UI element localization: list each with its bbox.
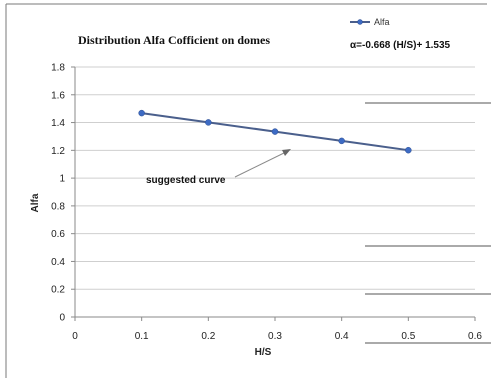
x-tick-label-3: 0.3 (268, 331, 282, 342)
y-tick-label-2: 0.4 (51, 257, 65, 268)
legend-marker (357, 19, 363, 25)
series-alfa (138, 109, 412, 154)
data-point-0-0 (138, 109, 145, 117)
x-tick-label-0: 0 (72, 331, 78, 342)
y-tick-label-3: 0.6 (51, 229, 65, 240)
annotation-arrowhead (282, 149, 291, 156)
data-point-0-3 (338, 137, 345, 145)
legend: Alfa (350, 17, 390, 27)
x-tick-label-1: 0.1 (135, 331, 149, 342)
x-tick-labels: 0 0.1 0.2 0.3 0.4 0.5 0.6 (72, 331, 482, 342)
chart-title: Distribution Alfa Cofficient on domes (78, 33, 270, 47)
y-tick-label-9: 1.8 (51, 63, 65, 74)
regression-equation: α=-0.668 (H/S)+ 1.535 (350, 40, 451, 51)
y-tick-label-0: 0 (59, 313, 65, 324)
y-tick-labels: 0 0.2 0.4 0.6 0.8 1 1.2 1.4 1.6 1.8 (51, 63, 65, 324)
y-tick-label-4: 0.8 (51, 201, 65, 212)
data-point-0-4 (405, 146, 412, 154)
y-tick-label-5: 1 (59, 174, 65, 185)
y-tick-label-1: 0.2 (51, 285, 65, 296)
x-tick-label-2: 0.2 (201, 331, 215, 342)
gridlines (75, 66, 475, 290)
x-tick-label-6: 0.6 (468, 331, 482, 342)
data-point-0-2 (271, 128, 279, 135)
annotation-suggested-curve: suggested curve (146, 175, 226, 186)
legend-label: Alfa (374, 17, 390, 27)
annotation-arrow (234, 151, 287, 178)
data-point-0-1 (205, 119, 212, 126)
x-tick-label-5: 0.5 (401, 331, 415, 342)
y-tick-label-7: 1.4 (51, 118, 65, 129)
x-tick-label-4: 0.4 (335, 331, 349, 342)
x-axis-label: H/S (255, 347, 272, 358)
y-tick-label-8: 1.6 (51, 90, 65, 101)
y-axis-label: Alfa (30, 193, 41, 212)
axes (71, 66, 476, 321)
y-tick-label-6: 1.2 (51, 146, 65, 157)
